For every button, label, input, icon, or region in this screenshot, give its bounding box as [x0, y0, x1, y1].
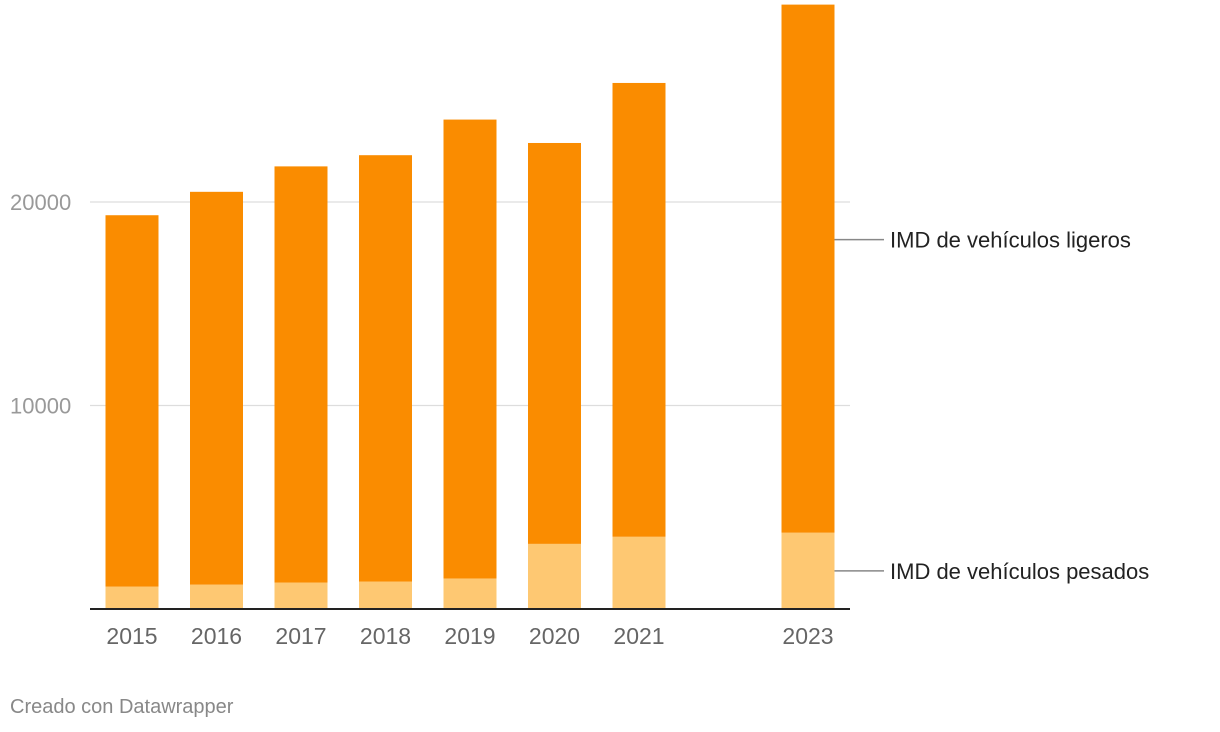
x-tick-label: 2020: [529, 623, 580, 649]
bar-segment-ligeros-2016: [190, 191, 243, 585]
legend-label-ligeros: IMD de vehículos ligeros: [890, 228, 1131, 253]
bar-segment-pesados-2015: [105, 586, 159, 609]
bar-segment-pesados-2020: [528, 543, 581, 609]
y-tick-label: 20000: [10, 190, 71, 215]
bar-segment-ligeros-2021: [612, 82, 666, 537]
bar-segment-pesados-2023: [781, 532, 835, 609]
bar-segment-ligeros-2017: [274, 166, 328, 583]
x-tick-label: 2018: [360, 623, 411, 649]
bar-segment-pesados-2021: [612, 536, 666, 609]
x-tick-label: 2021: [613, 623, 664, 649]
bar-segment-ligeros-2020: [528, 142, 581, 544]
x-tick-label: 2017: [275, 623, 326, 649]
x-axis: 2015 2016 2017 2018 2019 2020 2021 2023: [90, 608, 850, 649]
x-tick-label: 2023: [782, 623, 833, 649]
bar-segment-ligeros-2015: [105, 215, 159, 587]
legend: IMD de vehículos pesados IMD de vehículos…: [834, 228, 1149, 584]
x-tick-label: 2019: [444, 623, 495, 649]
x-tick-label: 2015: [106, 623, 157, 649]
bar-segment-pesados-2017: [274, 582, 328, 609]
bars: [105, 4, 835, 609]
legend-label-pesados: IMD de vehículos pesados: [890, 559, 1149, 584]
bar-segment-ligeros-2018: [359, 155, 412, 582]
bar-segment-ligeros-2019: [443, 119, 497, 579]
credit-text: Creado con Datawrapper: [10, 696, 234, 718]
bar-segment-pesados-2018: [359, 581, 412, 609]
bar-segment-ligeros-2023: [781, 4, 835, 533]
y-tick-label: 10000: [10, 394, 71, 419]
x-tick-label: 2016: [191, 623, 242, 649]
bar-segment-pesados-2016: [190, 584, 243, 609]
bar-segment-pesados-2019: [443, 578, 497, 609]
